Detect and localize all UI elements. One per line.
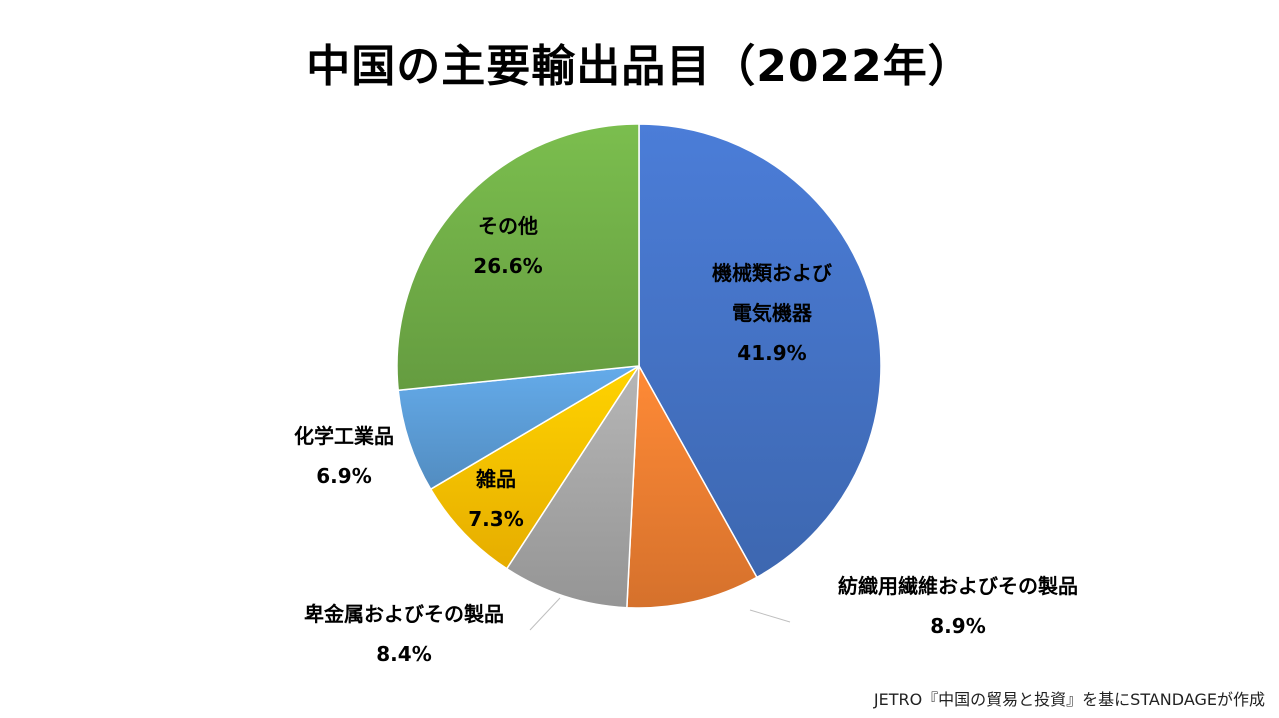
slice-label-5: 化学工業品 — [294, 424, 394, 448]
slice-label-1-line-2: 電気機器 — [732, 301, 813, 325]
source-note: JETRO『中国の貿易と投資』を基にSTANDAGEが作成 — [873, 690, 1265, 709]
slice-value-5: 6.9% — [316, 464, 371, 488]
pie-slice-5 — [397, 365, 640, 491]
pie-slice-4 — [429, 365, 640, 570]
slice-value-4: 7.3% — [468, 507, 523, 531]
slice-label-4: 雑品 — [475, 467, 516, 491]
slice-label-1-line-1: 機械類および — [712, 261, 833, 285]
pie-slice-6 — [396, 123, 640, 392]
slice-value-3: 8.4% — [376, 642, 431, 666]
slice-value-1: 41.9% — [737, 341, 806, 365]
slice-label-2: 紡織用繊維およびその製品 — [838, 574, 1078, 598]
leader-line-3 — [529, 597, 561, 631]
chart-title: 中国の主要輸出品目（2022年） — [306, 41, 973, 92]
slice-value-6: 26.6% — [473, 254, 542, 278]
pie-slice-3 — [505, 363, 640, 609]
slice-label-6: その他 — [478, 214, 538, 238]
slice-value-2: 8.9% — [930, 614, 985, 638]
pie-slice-1 — [638, 123, 882, 579]
slice-label-3: 卑金属およびその製品 — [304, 602, 504, 626]
leader-line-2 — [749, 609, 791, 623]
pie-slice-2 — [626, 363, 758, 609]
